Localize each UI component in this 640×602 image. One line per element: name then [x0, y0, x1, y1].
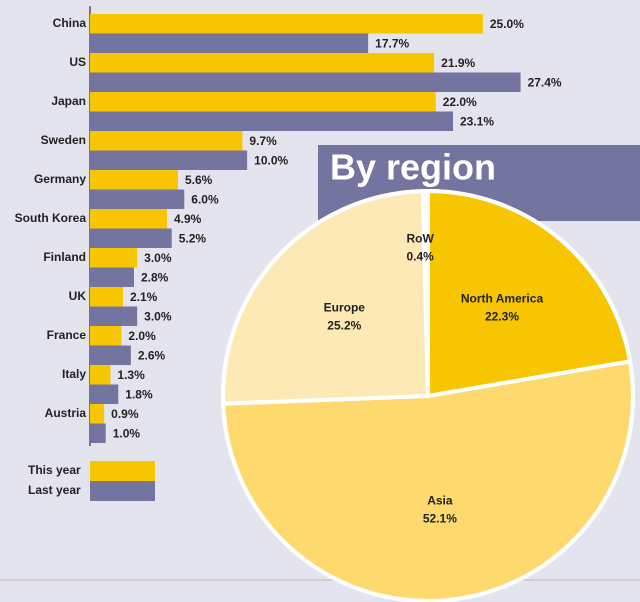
bar	[90, 150, 248, 170]
legend-label: This year	[28, 463, 81, 477]
category-label: Japan	[51, 94, 86, 108]
slice-value: 22.3%	[485, 309, 519, 323]
category-label: US	[69, 55, 86, 69]
slice-value: 52.1%	[423, 511, 457, 525]
category-label: Italy	[62, 367, 86, 381]
category-label: China	[53, 16, 87, 30]
bar	[90, 267, 134, 287]
bar	[90, 248, 138, 268]
slice-value: 0.4%	[406, 250, 434, 264]
value-label: 6.0%	[191, 192, 219, 206]
category-label: South Korea	[15, 211, 87, 225]
value-label: 21.9%	[441, 56, 475, 70]
bar	[90, 72, 521, 92]
category-label: Sweden	[41, 133, 86, 147]
value-label: 9.7%	[249, 134, 277, 148]
value-label: 25.0%	[490, 17, 524, 31]
slice-label: Asia	[427, 493, 453, 507]
bar	[90, 345, 131, 365]
bar	[90, 287, 123, 307]
value-label: 2.1%	[130, 290, 158, 304]
slice-label: North America	[461, 291, 544, 305]
bar	[90, 33, 369, 53]
slice-value: 25.2%	[327, 319, 361, 333]
legend-label: Last year	[28, 483, 81, 497]
value-label: 2.6%	[138, 348, 166, 362]
bar	[90, 404, 105, 424]
bar	[90, 14, 483, 34]
bar	[90, 209, 167, 229]
value-label: 0.9%	[111, 407, 139, 421]
bar	[90, 326, 122, 346]
value-label: 1.3%	[117, 368, 145, 382]
category-label: UK	[69, 289, 87, 303]
value-label: 2.8%	[141, 270, 169, 284]
value-label: 10.0%	[254, 153, 288, 167]
slice-label: Europe	[324, 301, 366, 315]
bar	[90, 170, 178, 190]
bar	[90, 228, 172, 248]
category-label: Austria	[45, 406, 87, 420]
bar	[90, 131, 243, 151]
pie-slice	[221, 189, 431, 406]
value-label: 22.0%	[443, 95, 477, 109]
bar	[90, 423, 106, 443]
bar	[90, 384, 119, 404]
value-label: 23.1%	[460, 114, 494, 128]
pie-rim	[221, 189, 635, 602]
pie-title: By region	[330, 147, 496, 188]
bar	[90, 306, 138, 326]
value-label: 3.0%	[144, 309, 172, 323]
category-label: Finland	[43, 250, 86, 264]
slice-label: RoW	[406, 232, 434, 246]
bar	[90, 92, 436, 112]
value-label: 3.0%	[144, 251, 172, 265]
bar	[90, 53, 435, 73]
category-label: Germany	[34, 172, 86, 186]
legend-swatch	[90, 481, 155, 501]
legend-swatch	[90, 461, 155, 481]
value-label: 1.0%	[113, 426, 141, 440]
value-label: 4.9%	[174, 212, 202, 226]
bar	[90, 189, 185, 209]
pie	[221, 188, 635, 602]
category-label: France	[47, 328, 87, 342]
value-label: 27.4%	[528, 75, 562, 89]
value-label: 1.8%	[125, 387, 153, 401]
bar	[90, 365, 111, 385]
value-label: 5.6%	[185, 173, 213, 187]
value-label: 17.7%	[375, 36, 409, 50]
value-label: 5.2%	[179, 231, 207, 245]
value-label: 2.0%	[128, 329, 156, 343]
bar	[90, 111, 453, 131]
